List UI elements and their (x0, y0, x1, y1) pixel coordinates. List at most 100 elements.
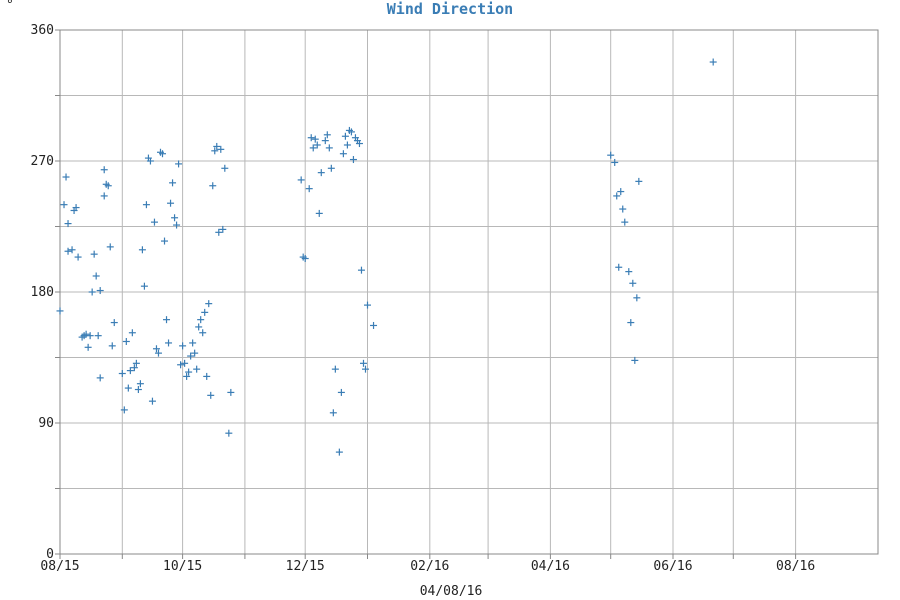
data-point (90, 250, 98, 258)
data-point (163, 316, 171, 324)
data-point (128, 329, 136, 337)
data-point (106, 243, 114, 251)
data-point (311, 135, 319, 143)
data-point (94, 332, 102, 340)
data-point (134, 386, 142, 394)
y-tick-label: 270 (31, 154, 54, 169)
data-point (337, 388, 345, 396)
data-point (361, 365, 369, 373)
data-point (179, 342, 187, 350)
data-point (62, 173, 70, 181)
data-point (142, 201, 150, 209)
data-point (181, 359, 189, 367)
data-point (96, 287, 104, 295)
data-point (165, 339, 173, 347)
x-axis-ticks: 08/15 10/15 12/15 02/16 04/16 06/16 08/16 (40, 554, 815, 574)
data-point (140, 282, 148, 290)
data-point (197, 316, 205, 324)
data-point (146, 157, 154, 165)
data-point (64, 247, 72, 255)
data-point (213, 142, 221, 150)
data-point (633, 294, 641, 302)
data-point (709, 58, 717, 66)
data-point (68, 246, 76, 254)
data-point (167, 199, 175, 207)
data-point (118, 370, 126, 378)
data-point (150, 218, 158, 226)
x-axis-label: 04/08/16 (420, 584, 483, 599)
data-point (201, 308, 209, 316)
data-point (84, 343, 92, 351)
data-point (305, 185, 313, 193)
data-point (189, 339, 197, 347)
data-point (64, 220, 72, 228)
data-point (88, 288, 96, 296)
data-point (159, 150, 167, 158)
data-point (364, 301, 372, 309)
data-point (217, 145, 225, 153)
data-point (317, 169, 325, 177)
x-tick-label: 06/16 (653, 559, 692, 574)
data-point (321, 137, 329, 145)
data-point (169, 179, 177, 187)
data-point (177, 361, 185, 369)
x-tick-label: 10/15 (163, 559, 202, 574)
data-point (187, 352, 195, 360)
data-point (82, 330, 90, 338)
data-point (313, 141, 321, 149)
data-point (617, 188, 625, 196)
data-point (92, 272, 100, 280)
data-point (301, 255, 309, 263)
y-tick-label: 0 (46, 547, 54, 562)
x-tick-label: 04/16 (531, 559, 570, 574)
data-point (72, 204, 80, 212)
data-point (615, 263, 623, 271)
data-point (171, 214, 179, 222)
data-point (625, 268, 633, 276)
data-point (359, 359, 367, 367)
data-point (138, 246, 146, 254)
data-point (104, 182, 112, 190)
data-point (152, 345, 160, 353)
data-point (331, 365, 339, 373)
data-point (219, 225, 227, 233)
data-point (185, 368, 193, 376)
data-point (621, 218, 629, 226)
data-point (327, 164, 335, 172)
x-tick-label: 12/15 (286, 559, 325, 574)
chart-title: Wind Direction (386, 0, 514, 18)
data-point (325, 144, 333, 152)
data-point (207, 391, 215, 399)
data-point (60, 201, 68, 209)
data-point (309, 144, 317, 152)
data-point (297, 176, 305, 184)
data-point (56, 307, 64, 315)
data-point (611, 158, 619, 166)
data-point (86, 332, 94, 340)
data-point (96, 374, 104, 382)
data-point (195, 323, 203, 331)
data-point (349, 156, 357, 164)
data-point (199, 329, 207, 337)
data-point (120, 406, 128, 414)
data-point (323, 131, 331, 139)
data-point (211, 147, 219, 155)
data-point (205, 300, 213, 308)
y-unit-label: ° (6, 0, 14, 13)
y-axis-ticks: 0 90 180 270 360 (31, 23, 60, 562)
y-tick-label: 180 (31, 285, 54, 300)
data-point (148, 397, 156, 405)
data-point (635, 177, 643, 185)
data-points (56, 58, 717, 456)
y-tick-label: 90 (38, 416, 54, 431)
grid-lines (59, 29, 878, 555)
data-point (355, 140, 363, 148)
data-point (173, 221, 181, 229)
x-tick-label: 08/15 (40, 559, 79, 574)
data-point (315, 209, 323, 217)
data-point (193, 365, 201, 373)
data-point (154, 349, 162, 357)
data-point (629, 279, 637, 287)
data-point (175, 160, 183, 168)
